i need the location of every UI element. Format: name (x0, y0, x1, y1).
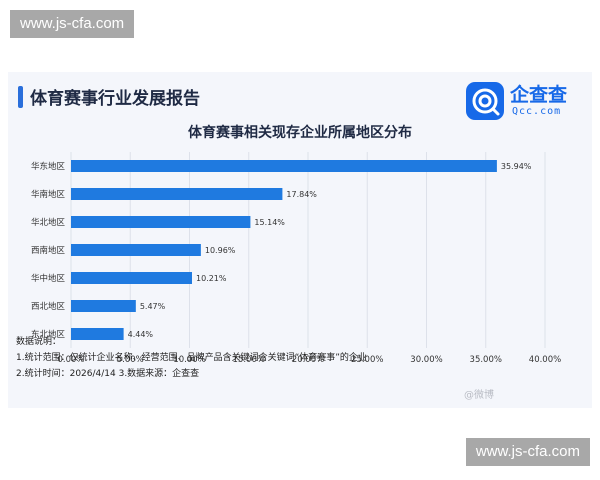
x-tick-label: 10.00% (173, 355, 205, 362)
notes-heading: 数据说明： (16, 337, 62, 347)
data-notes: 数据说明： 1.统计范围：仅统计企业名称、经营范围、品牌产品含关键词含关键词“体… (16, 334, 367, 382)
bar (71, 272, 192, 284)
x-tick-label: 40.00% (529, 355, 561, 362)
value-label: 17.84% (286, 190, 317, 199)
bar (71, 300, 136, 312)
bar-chart: 0.00% 5.00% 10.00% 15.00% 20.00% 25.00% 30.00%… (31, 152, 561, 362)
value-label: 15.14% (254, 218, 285, 227)
notes-line-1: 1.统计范围：仅统计企业名称、经营范围、品牌产品含关键词含关键词“体育赛事”的企… (16, 353, 367, 363)
category-label: 东北地区 (31, 329, 66, 340)
notes-line-2: 2.统计时间：2026/4/14 3.数据来源：企查查 (16, 369, 200, 379)
chart-title: 体育赛事相关现存企业所属地区分布 (188, 125, 412, 141)
bar (71, 216, 251, 228)
report-title: 体育赛事行业发展报告 (30, 89, 200, 109)
x-tick-label: 20.00% (292, 355, 324, 362)
category-label: 华北地区 (31, 217, 66, 228)
qcc-logo: 企查查 Qcc.com (466, 80, 586, 124)
bar (71, 244, 201, 256)
category-label: 西南地区 (31, 245, 66, 256)
bar (71, 160, 497, 172)
report-card: 体育赛事行业发展报告 企查查 Qcc.com 体育赛事相关现存企业所属地区分布 … (8, 72, 592, 408)
x-tick-label: 15.00% (233, 355, 265, 362)
qcc-logo-icon (466, 82, 504, 120)
category-label: 华南地区 (31, 189, 66, 200)
logo-sub: Qcc.com (512, 106, 562, 117)
watermark-top: www.js-cfa.com (10, 10, 135, 38)
x-tick-label: 25.00% (351, 355, 383, 362)
value-label: 35.94% (501, 162, 532, 171)
watermark-bottom: www.js-cfa.com (465, 438, 590, 466)
value-label: 10.21% (196, 274, 227, 283)
x-tick-label: 30.00% (410, 355, 442, 362)
x-tick-label: 5.00% (117, 355, 144, 362)
x-tick-label: 0.00% (57, 355, 84, 362)
category-label: 华东地区 (31, 161, 66, 172)
category-label: 华中地区 (31, 273, 66, 284)
logo-name: 企查查 (510, 84, 568, 106)
value-label: 10.96% (205, 246, 236, 255)
x-tick-label: 35.00% (470, 355, 502, 362)
bar (71, 328, 124, 340)
title-accent (18, 86, 23, 108)
category-label: 西北地区 (31, 301, 66, 312)
value-label: 5.47% (140, 302, 166, 311)
weibo-mark: @微博 (464, 390, 494, 401)
value-label: 4.44% (128, 330, 154, 339)
bar (71, 188, 283, 200)
